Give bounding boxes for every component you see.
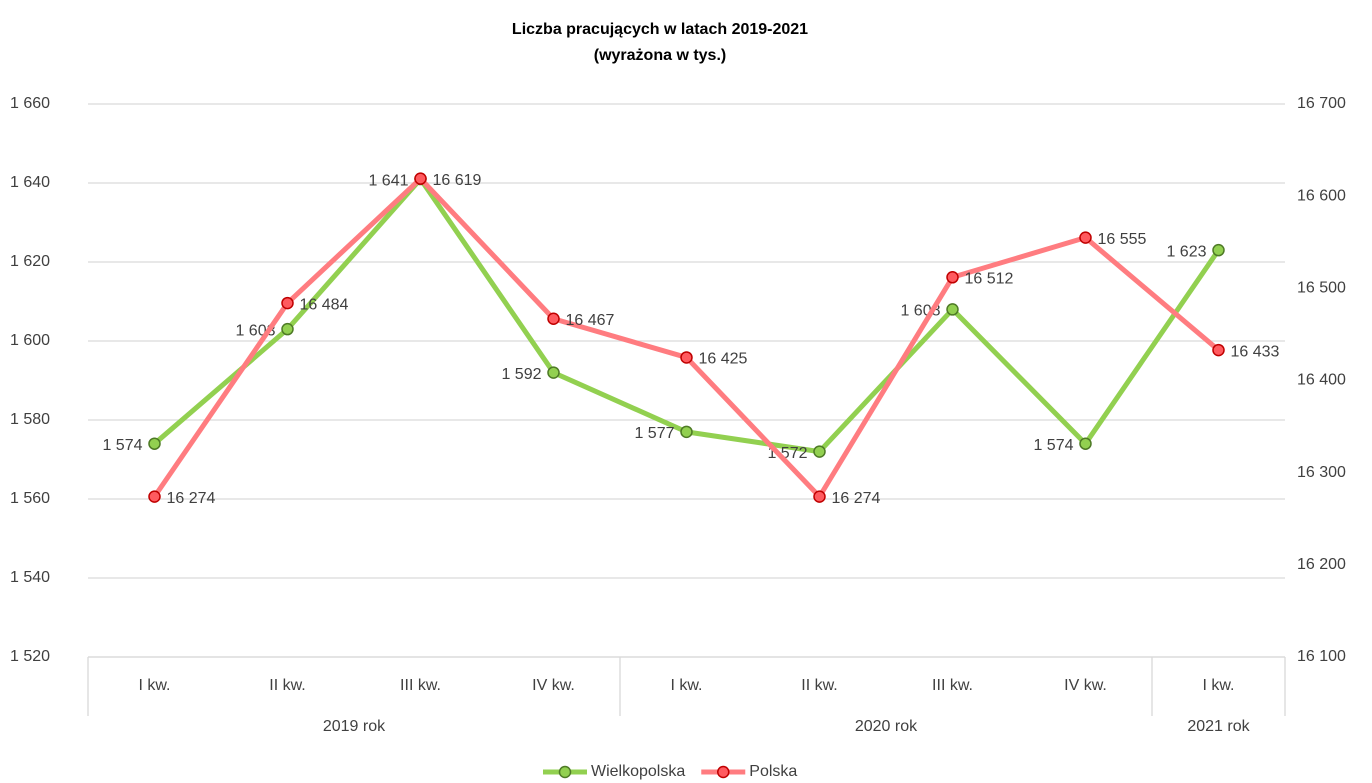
data-label: 16 555 [1098, 231, 1147, 248]
y-tick-label: 1 520 [10, 648, 50, 665]
y2-tick-label: 16 500 [1297, 280, 1346, 297]
y-tick-label: 1 540 [10, 569, 50, 586]
point [281, 322, 294, 336]
data-label: 16 484 [300, 296, 349, 313]
x-tick-label: II kw. [269, 677, 305, 694]
y-tick-label: 1 600 [10, 332, 50, 349]
y2-tick-label: 16 600 [1297, 187, 1346, 204]
point [1079, 231, 1092, 244]
x-tick-label: IV kw. [532, 677, 575, 694]
chart-subtitle: (wyrażona w tys.) [594, 47, 726, 64]
point [946, 271, 959, 284]
point [946, 303, 959, 316]
point [281, 296, 294, 310]
x-tick-label: I kw. [1202, 677, 1234, 694]
y-tick-label: 1 640 [10, 174, 50, 191]
legend-marker [717, 765, 730, 779]
point [547, 312, 560, 325]
x-tick-label: I kw. [670, 677, 702, 694]
data-label: 16 274 [167, 490, 216, 507]
x-group-label: 2020 rok [855, 718, 918, 735]
data-label: 1 577 [634, 425, 674, 442]
legend-label: Wielkopolska [591, 763, 685, 780]
y-tick-label: 1 620 [10, 253, 50, 270]
point [680, 351, 693, 364]
y-tick-label: 1 660 [10, 95, 50, 112]
x-tick-label: III kw. [400, 677, 441, 694]
legend-label: Polska [749, 763, 797, 780]
data-label: 16 512 [965, 270, 1014, 287]
data-label: 1 592 [501, 366, 541, 383]
point [680, 425, 693, 439]
y2-tick-label: 16 700 [1297, 95, 1346, 112]
point [1079, 437, 1092, 450]
point [547, 366, 560, 379]
y-tick-label: 1 580 [10, 411, 50, 428]
data-label: 1 623 [1166, 243, 1206, 260]
point [813, 490, 826, 503]
point [1212, 343, 1225, 357]
y-tick-label: 1 560 [10, 490, 50, 507]
point [148, 437, 161, 450]
data-label: 16 619 [433, 172, 482, 189]
y2-tick-label: 16 100 [1297, 648, 1346, 665]
series-line [152, 176, 1221, 455]
point [148, 490, 161, 503]
data-label: 1 574 [102, 437, 142, 454]
x-tick-label: II kw. [801, 677, 837, 694]
x-tick-label: III kw. [932, 677, 973, 694]
point [414, 172, 427, 185]
x-group-label: 2019 rok [323, 718, 386, 735]
data-label: 16 274 [832, 490, 881, 507]
y2-tick-label: 16 300 [1297, 464, 1346, 481]
data-label: 16 425 [699, 351, 748, 368]
x-tick-label: I kw. [138, 677, 170, 694]
data-label: 1 641 [368, 172, 408, 189]
x-group-label: 2021 rok [1187, 718, 1250, 735]
point [1212, 243, 1225, 257]
x-tick-label: IV kw. [1064, 677, 1107, 694]
data-label: 16 433 [1231, 343, 1280, 360]
data-label: 16 467 [566, 312, 615, 329]
y2-tick-label: 16 400 [1297, 372, 1346, 389]
chart-title: Liczba pracujących w latach 2019-2021 [512, 21, 808, 38]
data-label: 1 574 [1033, 437, 1073, 454]
legend-marker [558, 765, 572, 779]
y2-tick-label: 16 200 [1297, 556, 1346, 573]
point [813, 445, 826, 458]
